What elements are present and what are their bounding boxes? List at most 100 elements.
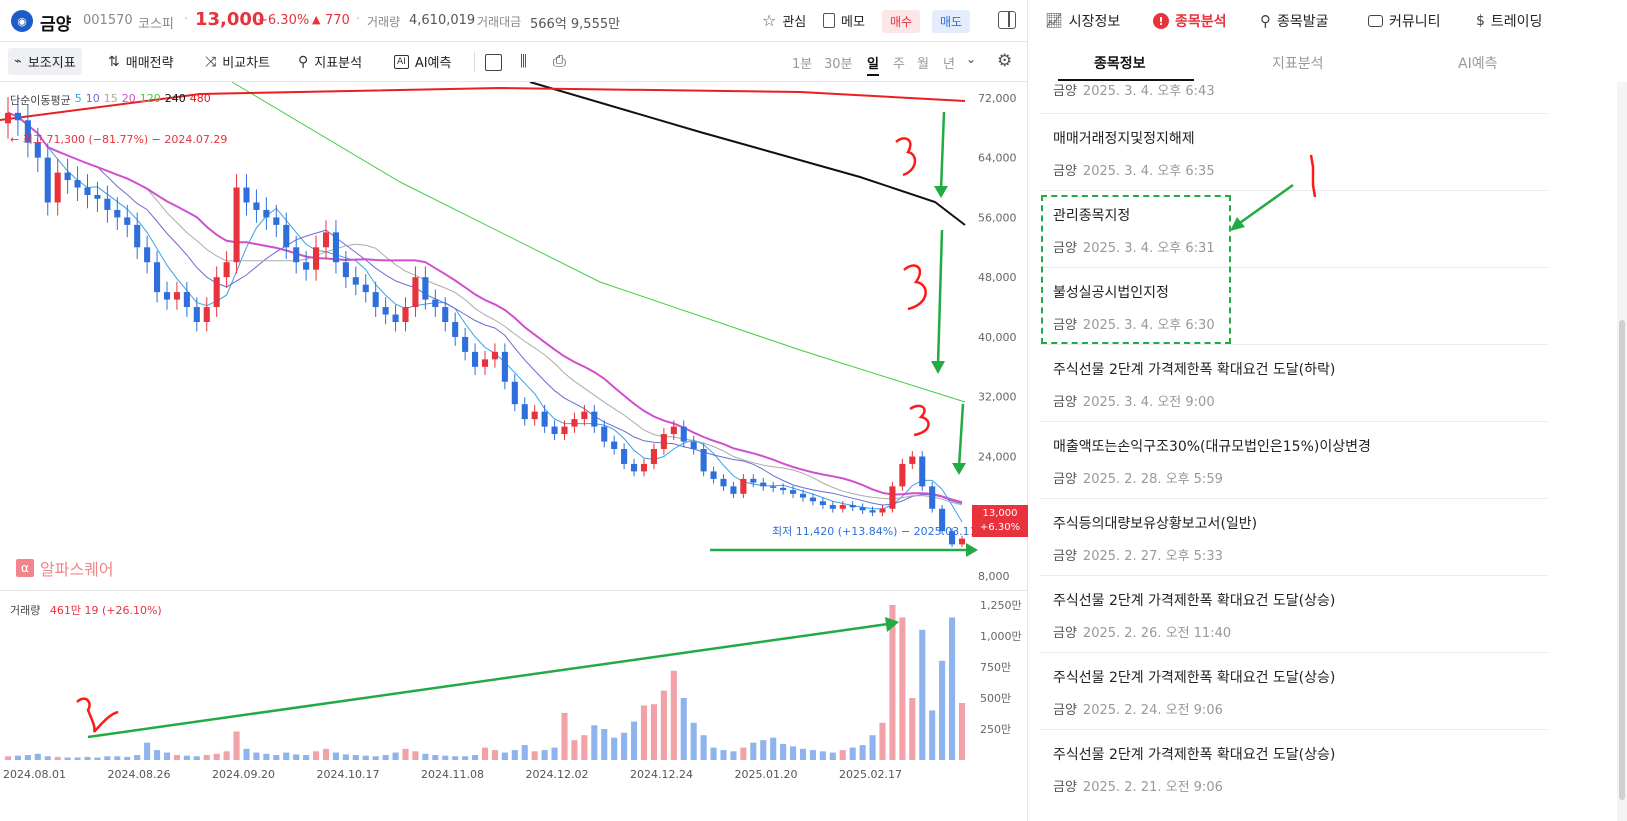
star-icon: ☆ bbox=[762, 11, 777, 30]
candle-body bbox=[154, 262, 161, 293]
candle-body bbox=[163, 292, 171, 300]
candle-body bbox=[263, 209, 270, 218]
amount-label: 거래대금 bbox=[477, 15, 522, 29]
news-item[interactable]: 매출액또는손익구조30%(대규모법인은15%)이상변경 금양 2025. 2. 2… bbox=[1053, 436, 1573, 487]
candle-body bbox=[432, 299, 439, 308]
ai-predict-button[interactable]: AI AI예측 bbox=[394, 52, 451, 71]
strategy-icon: ⇅ bbox=[108, 53, 120, 70]
watermark: α 알파스퀘어 bbox=[16, 556, 114, 580]
news-title: 주식선물 2단계 가격제한폭 확대요건 도달(상승) bbox=[1053, 593, 1336, 609]
date-axis: 2024.08.01 2024.08.26 2024.09.20 2024.10.17… bbox=[3, 768, 902, 781]
tab-ai-predict[interactable]: AI예측 bbox=[1458, 56, 1498, 72]
volume-bar bbox=[531, 751, 538, 760]
candle-body bbox=[829, 505, 836, 509]
volume-bar bbox=[24, 755, 31, 760]
news-item[interactable]: 주식선물 2단계 가격제한폭 확대요건 도달(하락) 금양 2025. 3. 4.… bbox=[1053, 359, 1573, 410]
stock-header: ◉ 금양 001570 코스피 · 13,000 +6.30% ▲ 770 · … bbox=[0, 0, 1027, 42]
candle-body bbox=[372, 292, 379, 308]
timeframe-day[interactable]: 일 bbox=[867, 53, 879, 76]
timeframe-week[interactable]: 주 bbox=[893, 57, 905, 72]
chart-annotation-overlay bbox=[76, 111, 978, 739]
chart-toolbar: ⌁ 보조지표 ⇅ 매매전략 ⤨ 비교차트 ⚲ 지표분석 AI AI예측 ⫼ ⎙ … bbox=[0, 42, 1027, 82]
timeframe-month[interactable]: 월 bbox=[917, 57, 929, 72]
candle-body bbox=[243, 187, 250, 203]
news-item[interactable]: 불성실공시법인지정 금양 2025. 3. 4. 오후 6:30 bbox=[1053, 282, 1573, 333]
current-price-tag: 13,000 +6.30% bbox=[972, 505, 1028, 537]
nav-community-label: 커뮤니티 bbox=[1389, 14, 1441, 30]
scrollbar-thumb[interactable] bbox=[1619, 320, 1625, 800]
price-chart[interactable]: 72,000 64,000 56,000 48,000 40,000 32,000 24,0… bbox=[0, 82, 1027, 821]
candle-body bbox=[909, 456, 916, 464]
camera-icon[interactable]: ⎙ bbox=[553, 51, 566, 70]
date-tick-label: 2024.12.24 bbox=[630, 768, 693, 781]
volume-bar bbox=[700, 735, 707, 760]
high-price-marker: ← 최고 71,300 (−81.77%) − 2024.07.29 bbox=[10, 133, 228, 146]
candle-body bbox=[690, 441, 697, 449]
news-item[interactable]: 주식선물 2단계 가격제한폭 확대요건 도달(상승) 금양 2025. 2. 24… bbox=[1053, 667, 1573, 718]
nav-market-info[interactable]: 📈︎ 시장정보 bbox=[1045, 11, 1120, 31]
compare-button[interactable]: ⤨ 비교차트 bbox=[205, 52, 270, 72]
volume-bar bbox=[799, 748, 807, 760]
candle-body bbox=[849, 505, 856, 508]
timeframe-1min[interactable]: 1분 bbox=[792, 57, 813, 72]
candle-type-icon[interactable]: ⫼ bbox=[520, 52, 527, 70]
volume-bar bbox=[770, 737, 777, 760]
chevron-down-icon[interactable]: ⌄ bbox=[966, 52, 977, 66]
candle-body bbox=[491, 351, 498, 360]
candle-body bbox=[700, 449, 707, 472]
volume-bar bbox=[173, 755, 180, 760]
up-triangle-icon: ▲ bbox=[312, 13, 321, 26]
volume-bar bbox=[253, 752, 260, 760]
volume-bar bbox=[611, 737, 618, 760]
candle-body bbox=[640, 463, 648, 472]
buy-button[interactable]: 매수 bbox=[882, 10, 921, 33]
candle-body bbox=[14, 112, 21, 121]
stock-name[interactable]: 금양 bbox=[40, 15, 72, 35]
analysis-button[interactable]: ⚲ 지표분석 bbox=[298, 52, 362, 72]
volume-bar bbox=[183, 755, 190, 760]
tab-stock-info[interactable]: 종목정보 bbox=[1094, 56, 1146, 72]
news-item[interactable]: 주식선물 2단계 가격제한폭 확대요건 도달(상승) 금양 2025. 2. 21… bbox=[1053, 744, 1573, 795]
nav-trading-label: 트레이딩 bbox=[1490, 14, 1543, 30]
volume-bar bbox=[690, 722, 697, 760]
ma-legend[interactable]: 단순이동평균 5 10 15 20 120 240 480 bbox=[10, 92, 211, 108]
candle-body bbox=[452, 322, 459, 337]
nav-stock-discovery[interactable]: ⚲ 종목발굴 bbox=[1260, 11, 1329, 31]
candle-body bbox=[124, 217, 131, 225]
panel-toggle-icon[interactable] bbox=[998, 11, 1016, 29]
separator-dot: · bbox=[184, 12, 189, 27]
nav-stock-analysis[interactable]: ! 종목분석 bbox=[1153, 11, 1227, 31]
ma-20-line bbox=[7, 111, 963, 504]
timeframe-30min[interactable]: 30분 bbox=[824, 57, 853, 72]
watch-button[interactable]: ☆ 관심 bbox=[762, 11, 806, 30]
timeframe-year[interactable]: 년 bbox=[943, 57, 955, 72]
candle-body bbox=[104, 198, 111, 210]
nav-trading[interactable]: $ 트레이딩 bbox=[1476, 11, 1542, 31]
news-item[interactable]: 매매거래정지및정지해제 금양 2025. 3. 4. 오후 6:35 bbox=[1053, 128, 1573, 179]
analysis-icon: ⚲ bbox=[298, 53, 309, 70]
news-source: 금양 bbox=[1053, 472, 1077, 487]
nav-community[interactable]: 커뮤니티 bbox=[1368, 11, 1441, 31]
memo-button[interactable]: 메모 bbox=[823, 11, 865, 30]
candle-body bbox=[799, 493, 807, 498]
company-logo-icon: ◉ bbox=[11, 10, 33, 32]
square-tool-icon[interactable] bbox=[485, 54, 502, 71]
news-item[interactable]: 주식선물 2단계 가격제한폭 확대요건 도달(상승) 금양 2025. 2. 26… bbox=[1053, 590, 1573, 641]
news-item[interactable]: 관리종목지정 금양 2025. 3. 4. 오후 6:31 bbox=[1053, 205, 1573, 256]
volume-bar bbox=[631, 721, 638, 760]
news-item[interactable]: 주식등의대량보유상황보고서(일반) 금양 2025. 2. 27. 오후 5:33 bbox=[1053, 513, 1573, 564]
volume-bar bbox=[581, 735, 588, 760]
settings-gear-icon[interactable]: ⚙ bbox=[997, 51, 1013, 71]
tab-indicator-analysis[interactable]: 지표분석 bbox=[1272, 56, 1324, 72]
volume-bar bbox=[203, 755, 210, 760]
volume-bar bbox=[273, 755, 280, 760]
news-title: 주식등의대량보유상황보고서(일반) bbox=[1053, 516, 1258, 532]
strategy-button[interactable]: ⇅ 매매전략 bbox=[108, 52, 174, 72]
indicators-button[interactable]: ⌁ 보조지표 bbox=[8, 48, 82, 75]
news-item[interactable]: 금양 2025. 3. 4. 오후 6:43 bbox=[1053, 80, 1573, 99]
annotation-number-1 bbox=[1309, 154, 1317, 198]
volume-bar bbox=[104, 756, 111, 760]
sell-button[interactable]: 매도 bbox=[932, 10, 971, 33]
nav-stock-analysis-label: 종목분석 bbox=[1175, 14, 1227, 30]
ai-predict-label: AI예측 bbox=[414, 56, 452, 71]
